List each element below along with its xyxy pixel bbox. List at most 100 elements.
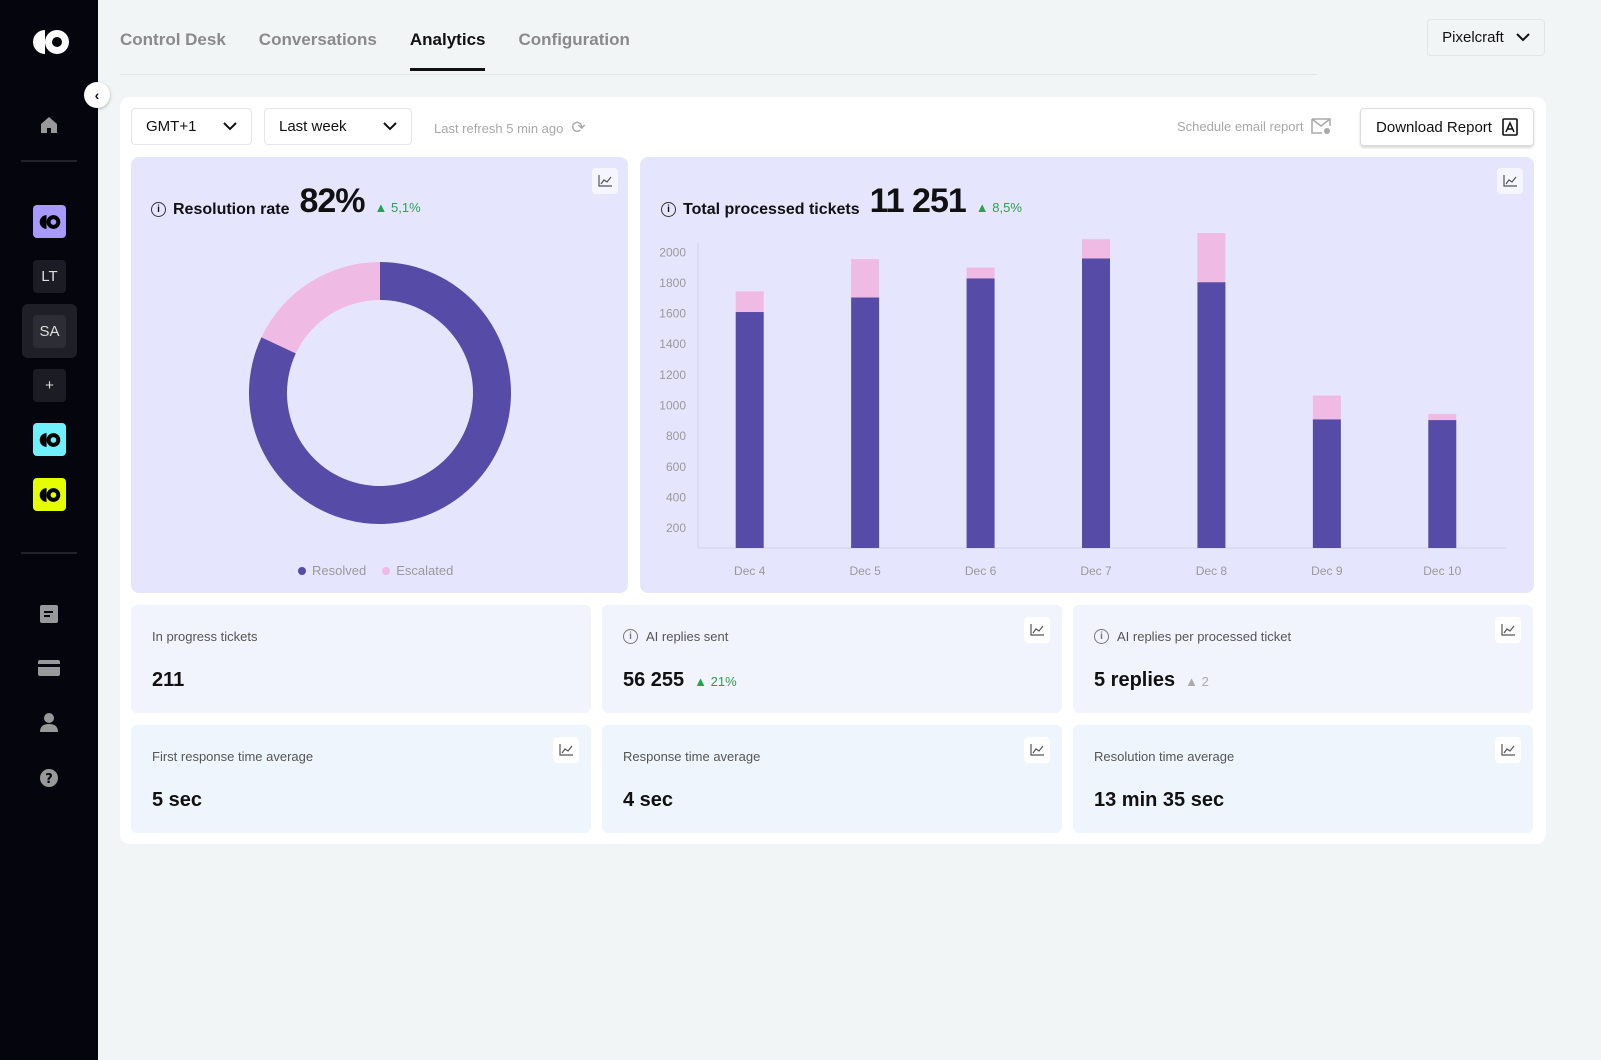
help-icon[interactable]: ? xyxy=(38,767,60,789)
timezone-select[interactable]: GMT+1 xyxy=(131,108,252,145)
bar-escalated[interactable] xyxy=(966,267,995,279)
stat-label: Response time average xyxy=(623,749,761,764)
bar-resolved[interactable] xyxy=(966,278,995,548)
stat-value: 13 min 35 sec xyxy=(1094,789,1225,811)
stat-label-row: In progress tickets xyxy=(152,629,258,644)
schedule-email-report[interactable]: Schedule email report xyxy=(1177,117,1332,135)
stat-card: In progress tickets 211 xyxy=(131,605,591,713)
y-tick-label: 1800 xyxy=(659,276,686,290)
y-tick-label: 600 xyxy=(666,460,686,474)
bar-resolved[interactable] xyxy=(1428,420,1457,548)
refresh-text: Last refresh 5 min ago xyxy=(434,120,564,136)
stat-label-row: i AI replies sent xyxy=(623,629,728,644)
schedule-label: Schedule email report xyxy=(1177,118,1304,134)
logo-icon[interactable] xyxy=(32,28,70,56)
chart-icon[interactable] xyxy=(1024,737,1050,763)
stat-value: 5 sec xyxy=(152,789,203,811)
y-tick-label: 800 xyxy=(666,429,686,443)
bar-resolved[interactable] xyxy=(1197,282,1226,548)
info-icon[interactable]: i xyxy=(661,202,676,217)
tickets-value: 11 251 xyxy=(869,182,967,220)
chevron-down-icon xyxy=(383,122,397,131)
user-icon[interactable] xyxy=(38,711,60,733)
chevron-down-icon xyxy=(1516,33,1530,42)
mail-settings-icon xyxy=(1311,118,1332,134)
divider xyxy=(21,552,77,554)
donut-legend: Resolved Escalated xyxy=(298,563,453,578)
logo-icon xyxy=(39,214,60,229)
resolution-value: 82% xyxy=(299,182,365,220)
donut-slice-escalated[interactable] xyxy=(261,262,380,354)
tab-control-desk[interactable]: Control Desk xyxy=(120,30,226,49)
stat-label: Resolution time average xyxy=(1094,749,1235,764)
chart-icon[interactable] xyxy=(592,168,618,194)
x-tick-label: Dec 4 xyxy=(734,564,766,578)
period-select[interactable]: Last week xyxy=(264,108,412,145)
bar-escalated[interactable] xyxy=(851,259,880,298)
workspace-sa[interactable]: SA xyxy=(33,315,66,348)
home-icon[interactable] xyxy=(38,114,60,136)
bar-escalated[interactable] xyxy=(1428,413,1457,421)
stat-value-row: 56 255 ▲ 21% xyxy=(623,669,737,692)
bar-resolved[interactable] xyxy=(851,297,880,548)
download-report-button[interactable]: Download Report xyxy=(1360,108,1534,146)
info-icon[interactable]: i xyxy=(151,202,166,217)
tickets-delta: ▲ 8,5% xyxy=(975,200,1022,215)
bar-escalated[interactable] xyxy=(1082,239,1110,259)
download-label: Download Report xyxy=(1376,118,1492,136)
bar-resolved[interactable] xyxy=(1312,419,1341,548)
stat-card: i AI replies per processed ticket 5 replie… xyxy=(1073,605,1533,713)
info-icon[interactable]: i xyxy=(1094,629,1109,644)
stat-value: 56 255 xyxy=(623,669,685,691)
bar-escalated[interactable] xyxy=(1312,395,1341,420)
chart-icon[interactable] xyxy=(1497,168,1523,194)
tab-configuration[interactable]: Configuration xyxy=(518,30,630,49)
tab-analytics[interactable]: Analytics xyxy=(409,30,486,71)
x-tick-label: Dec 6 xyxy=(965,564,997,578)
chart-icon[interactable] xyxy=(1024,617,1050,643)
refresh-icon[interactable]: ⟳ xyxy=(571,118,586,137)
period-value: Last week xyxy=(279,118,347,135)
main-tabs: Control Desk Conversations Analytics Con… xyxy=(120,30,630,71)
workspace-lt[interactable]: LT xyxy=(33,260,66,293)
tab-conversations[interactable]: Conversations xyxy=(258,30,377,49)
stat-card: First response time average 5 sec xyxy=(131,725,591,833)
document-icon[interactable] xyxy=(38,603,60,625)
stat-value-row: 5 replies ▲ 2 xyxy=(1094,669,1209,692)
y-tick-label: 1200 xyxy=(659,368,686,382)
credit-card-icon[interactable] xyxy=(38,657,60,679)
x-tick-label: Dec 8 xyxy=(1196,564,1228,578)
x-tick-label: Dec 9 xyxy=(1311,564,1343,578)
y-tick-label: 200 xyxy=(666,521,686,535)
tickets-delta-value: 8,5% xyxy=(992,200,1022,215)
workspace-3[interactable] xyxy=(33,478,66,511)
stat-value: 211 xyxy=(152,669,185,691)
tickets-bar-chart: 200 400 600 800 1000 1200 1400 1600 1800 2000 Dec … xyxy=(659,233,1506,578)
bar-resolved[interactable] xyxy=(1082,258,1110,548)
chart-icon[interactable] xyxy=(553,737,579,763)
chart-icon[interactable] xyxy=(1495,617,1521,643)
bar-escalated[interactable] xyxy=(735,291,764,313)
bar-escalated[interactable] xyxy=(1197,233,1226,283)
org-name: Pixelcraft xyxy=(1442,29,1504,46)
y-tick-label: 2000 xyxy=(659,245,686,259)
organization-select[interactable]: Pixelcraft xyxy=(1427,19,1545,56)
stat-card: i AI replies sent 56 255 ▲ 21% xyxy=(602,605,1062,713)
workspace-2[interactable] xyxy=(33,423,66,456)
bar-resolved[interactable] xyxy=(735,312,764,548)
x-tick-label: Dec 7 xyxy=(1080,564,1112,578)
stat-label-row: i AI replies per processed ticket xyxy=(1094,629,1291,644)
resolution-label: Resolution rate xyxy=(173,200,290,218)
stat-value-row: 211 xyxy=(152,669,184,692)
workspace-1[interactable] xyxy=(33,205,66,238)
add-workspace-button[interactable]: + xyxy=(33,369,66,402)
collapse-sidebar-button[interactable]: ‹ xyxy=(84,82,110,108)
resolution-delta-value: 5,1% xyxy=(391,200,421,215)
resolution-delta: ▲ 5,1% xyxy=(374,200,421,215)
legend-resolved: Resolved xyxy=(298,563,366,578)
logo-icon xyxy=(39,487,60,502)
chart-icon[interactable] xyxy=(1495,737,1521,763)
info-icon[interactable]: i xyxy=(623,629,638,644)
stat-value: 4 sec xyxy=(623,789,674,811)
timezone-value: GMT+1 xyxy=(146,118,197,135)
